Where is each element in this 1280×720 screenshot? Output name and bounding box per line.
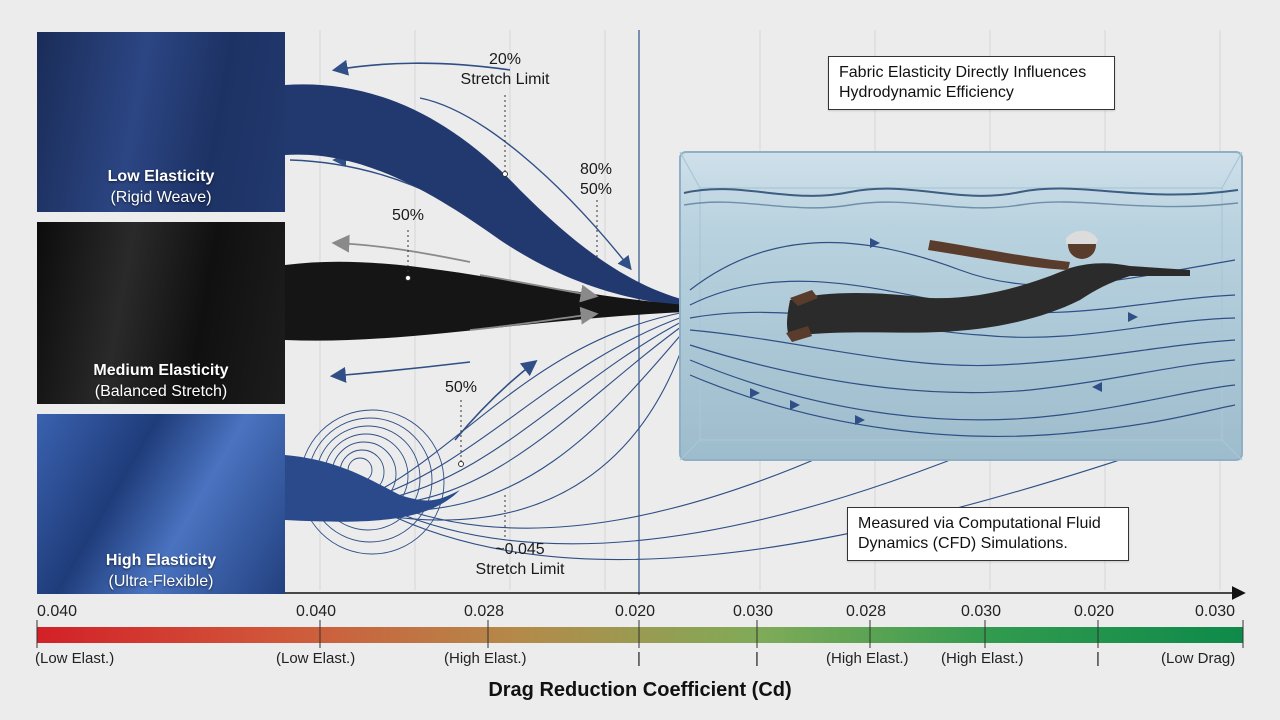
lower-flow-lines <box>379 311 1151 561</box>
axis-tick-value: 0.040 <box>296 603 337 620</box>
callout-top: 20% Stretch Limit <box>445 50 565 90</box>
axis-tick-label: | <box>637 650 641 667</box>
arrow-upper-2 <box>419 97 632 271</box>
axis-ticks <box>36 620 1244 648</box>
swatch-high-elasticity: High Elasticity (Ultra-Flexible) <box>37 414 285 594</box>
callout-dots <box>405 171 508 467</box>
axis-tick-label: | <box>755 650 759 667</box>
axis-tick-value: 0.028 <box>464 603 505 620</box>
arrow-upper-1 <box>331 59 511 76</box>
swatch-label: Low Elasticity (Rigid Weave) <box>37 166 285 208</box>
axis-tick-label: (High Elast.) <box>941 650 1024 667</box>
swatch-fill <box>37 414 285 594</box>
axis-tick-label: (High Elast.) <box>444 650 527 667</box>
swatch-low-elasticity: Low Elasticity (Rigid Weave) <box>37 32 285 212</box>
axis-tick-label: (Low Elast.) <box>276 650 356 667</box>
callout-top-text: Stretch Limit <box>460 71 550 88</box>
axis-tick-label: | <box>1096 650 1100 667</box>
axis-tick-value: 0.020 <box>615 603 656 620</box>
axis-tick-value: 0.030 <box>733 603 774 620</box>
arrow-gray-2 <box>479 274 599 303</box>
callout-right-b: 50% <box>579 181 613 198</box>
note-top: Fabric Elasticity Directly Influences Hy… <box>828 56 1115 110</box>
swatch-subtitle: (Ultra-Flexible) <box>108 573 214 590</box>
swatch-fill <box>37 32 285 212</box>
swatch-medium-elasticity: Medium Elasticity (Balanced Stretch) <box>37 222 285 404</box>
gradient-fill <box>37 627 1243 643</box>
swatch-title: Medium Elasticity <box>93 362 229 379</box>
swatch-title: High Elasticity <box>105 552 217 569</box>
axis-tick-value: 0.030 <box>961 603 1002 620</box>
arrow-gray-3 <box>469 306 599 331</box>
swatch-label: High Elasticity (Ultra-Flexible) <box>37 550 285 592</box>
swatch-label: Medium Elasticity (Balanced Stretch) <box>37 360 285 402</box>
callout-mid-low: 50% <box>444 379 478 396</box>
callout-top-value: 20% <box>488 51 522 68</box>
arrow-lower-1 <box>454 360 538 441</box>
tank-flow-arrows <box>750 238 1138 425</box>
swatch-title: Low Elasticity <box>107 168 215 185</box>
upper-ribbon <box>285 84 685 306</box>
middle-ribbon <box>285 261 685 341</box>
axis-title: Drag Reduction Coefficient (Cd) <box>488 679 792 701</box>
callout-mid-top: 50% <box>391 207 425 224</box>
callout-bottom-text: Stretch Limit <box>475 561 565 578</box>
axis-tick-label: (Low Elast.) <box>35 650 115 667</box>
swatch-subtitle: (Balanced Stretch) <box>94 383 228 400</box>
callout-leaders <box>407 95 598 540</box>
axis-tick-value: 0.028 <box>846 603 887 620</box>
axis-tick-value: 0.030 <box>1195 603 1236 620</box>
callout-bottom: ~0.045 Stretch Limit <box>455 540 585 580</box>
axis-tick-value: 0.040 <box>37 603 78 620</box>
axis-tick-label: (High Elast.) <box>826 650 909 667</box>
arrow-mid-low <box>329 361 471 383</box>
callout-right: 80% 50% <box>566 160 626 200</box>
callout-right-a: 80% <box>579 161 613 178</box>
axis-tick-value: 0.020 <box>1074 603 1115 620</box>
arrow-gray-1 <box>331 234 471 263</box>
note-bottom: Measured via Computational Fluid Dynamic… <box>847 507 1129 561</box>
swatch-subtitle: (Rigid Weave) <box>110 189 212 206</box>
lower-ribbon <box>285 455 460 522</box>
callout-bottom-value: ~0.045 <box>495 541 545 558</box>
axis-tick-label: (Low Drag) <box>1161 650 1236 667</box>
swatch-fill <box>37 222 285 404</box>
swimmer-figure <box>786 230 1190 342</box>
drag-gradient-bar <box>37 627 1243 643</box>
